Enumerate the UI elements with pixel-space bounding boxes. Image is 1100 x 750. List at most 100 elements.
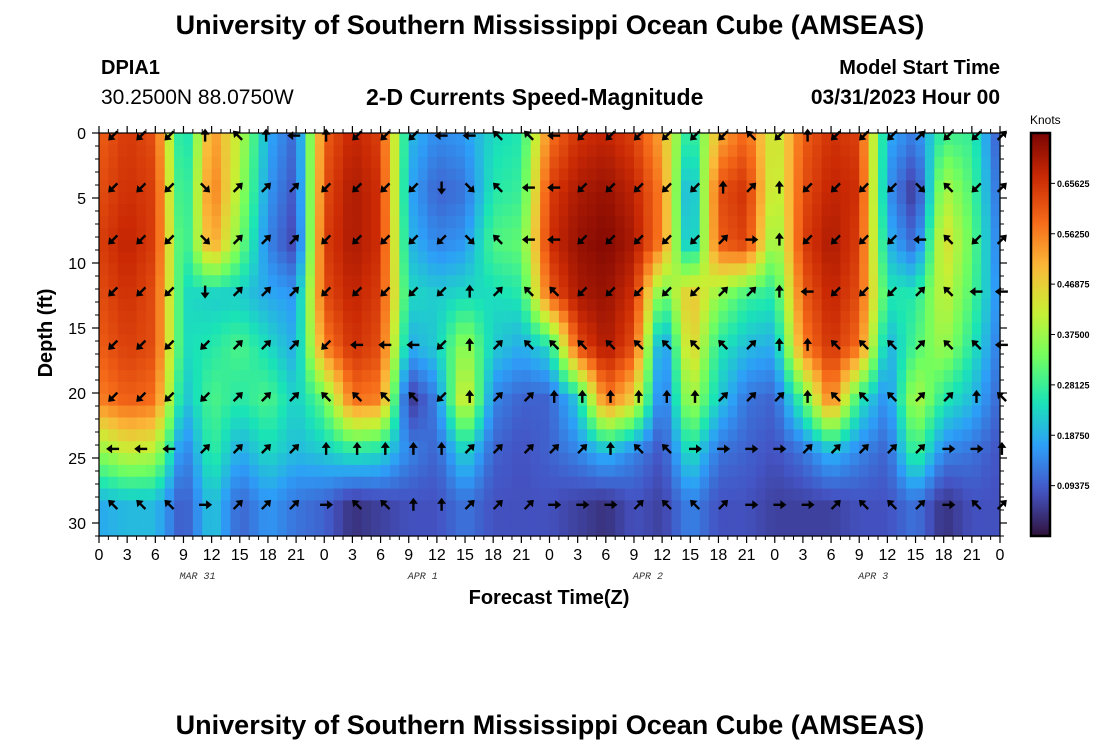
- heatmap-cell: [699, 168, 710, 182]
- heatmap-cell: [164, 453, 175, 466]
- heatmap-cell: [596, 310, 607, 324]
- arrow-head: [752, 235, 759, 245]
- heatmap-cell: [680, 251, 691, 264]
- heatmap-cell: [108, 370, 119, 383]
- heatmap-cell: [136, 251, 147, 264]
- heatmap-cell: [587, 144, 598, 158]
- heatmap-cell: [699, 464, 710, 478]
- arrow-head: [971, 237, 979, 245]
- heatmap-cell: [709, 512, 720, 525]
- heatmap-cell: [230, 370, 241, 383]
- heatmap-cell: [558, 156, 569, 170]
- heatmap-cell: [887, 144, 898, 158]
- heatmap-cell: [361, 524, 372, 537]
- heatmap-cell: [493, 512, 504, 525]
- heatmap-cell: [971, 310, 982, 324]
- heatmap-cell: [755, 263, 766, 276]
- heatmap-cell: [230, 251, 241, 264]
- heatmap-cell: [192, 168, 203, 182]
- heatmap-cell: [333, 381, 344, 395]
- heatmap-cell: [493, 453, 504, 466]
- heatmap-cell: [671, 524, 682, 537]
- heatmap-cell: [868, 405, 879, 419]
- heatmap-cell: [671, 133, 682, 146]
- heatmap-cell: [436, 334, 447, 347]
- heatmap-cell: [202, 488, 213, 502]
- heatmap-cell: [727, 334, 738, 347]
- heatmap-cell: [239, 512, 250, 525]
- heatmap-cell: [727, 156, 738, 170]
- heatmap-cell: [624, 488, 635, 502]
- heatmap-cell: [483, 310, 494, 324]
- heatmap-cell: [540, 512, 551, 525]
- heatmap-cell: [615, 215, 626, 229]
- heatmap-cell: [605, 298, 616, 312]
- heatmap-cell: [136, 370, 147, 383]
- heatmap-cell: [530, 370, 541, 383]
- heatmap-cell: [887, 381, 898, 395]
- heatmap-cell: [915, 512, 926, 525]
- heatmap-cell: [145, 180, 156, 193]
- heatmap-cell: [774, 524, 785, 537]
- heatmap-cell: [286, 133, 297, 146]
- arrow-head: [291, 443, 300, 452]
- heatmap-cell: [455, 393, 466, 407]
- heatmap-cell: [784, 168, 795, 182]
- heatmap-cell: [380, 227, 391, 241]
- heatmap-cell: [924, 488, 935, 502]
- arrow-head: [830, 289, 839, 297]
- arrow-head: [437, 188, 447, 195]
- heatmap-cell: [427, 180, 438, 193]
- heatmap-cell: [371, 133, 382, 146]
- heatmap-cell: [915, 322, 926, 336]
- heatmap-cell: [877, 192, 888, 205]
- heatmap-cell: [981, 453, 992, 466]
- heatmap-cell: [718, 215, 729, 229]
- heatmap-cell: [267, 275, 278, 288]
- heatmap-cell: [765, 227, 776, 241]
- heatmap-cell: [558, 275, 569, 288]
- heatmap-cell: [127, 334, 138, 347]
- arrow-head: [352, 133, 360, 141]
- heatmap-cell: [971, 464, 982, 478]
- heatmap-cell: [596, 180, 607, 193]
- heatmap-cell: [877, 453, 888, 466]
- heatmap-cell: [314, 405, 325, 419]
- arrow-head: [261, 128, 271, 135]
- heatmap-cell: [793, 524, 804, 537]
- heatmap-cell: [352, 405, 363, 419]
- heatmap-cell: [709, 204, 720, 217]
- heatmap-cell: [455, 204, 466, 217]
- heatmap-cell: [690, 381, 701, 395]
- heatmap-cell: [455, 476, 466, 490]
- heatmap-cell: [436, 488, 447, 502]
- heatmap-cell: [859, 275, 870, 288]
- heatmap-cell: [446, 346, 457, 359]
- heatmap-cell: [202, 322, 213, 336]
- heatmap-cell: [587, 263, 598, 276]
- heatmap-cell: [267, 251, 278, 264]
- heatmap-cell: [981, 133, 992, 146]
- heatmap-cell: [408, 346, 419, 359]
- heatmap-cell: [953, 287, 964, 300]
- heatmap-cell: [418, 275, 429, 288]
- arrow-head: [611, 500, 618, 510]
- heatmap-cell: [361, 287, 372, 300]
- heatmap-cell: [277, 476, 288, 490]
- heatmap-cell: [511, 346, 522, 359]
- heatmap-cell: [896, 417, 907, 430]
- heatmap-cell: [643, 168, 654, 182]
- heatmap-cell: [277, 370, 288, 383]
- heatmap-cell: [267, 488, 278, 502]
- heatmap-cell: [305, 358, 316, 371]
- heatmap-cell: [605, 417, 616, 430]
- current-arrow: [108, 339, 119, 350]
- heatmap-cell: [915, 298, 926, 312]
- heatmap-cell: [511, 334, 522, 347]
- heatmap-cell: [399, 524, 410, 537]
- heatmap-cell: [784, 334, 795, 347]
- heatmap-cell: [127, 429, 138, 442]
- heatmap-cell: [446, 381, 457, 395]
- heatmap-cell: [277, 180, 288, 193]
- heatmap-cell: [709, 144, 720, 158]
